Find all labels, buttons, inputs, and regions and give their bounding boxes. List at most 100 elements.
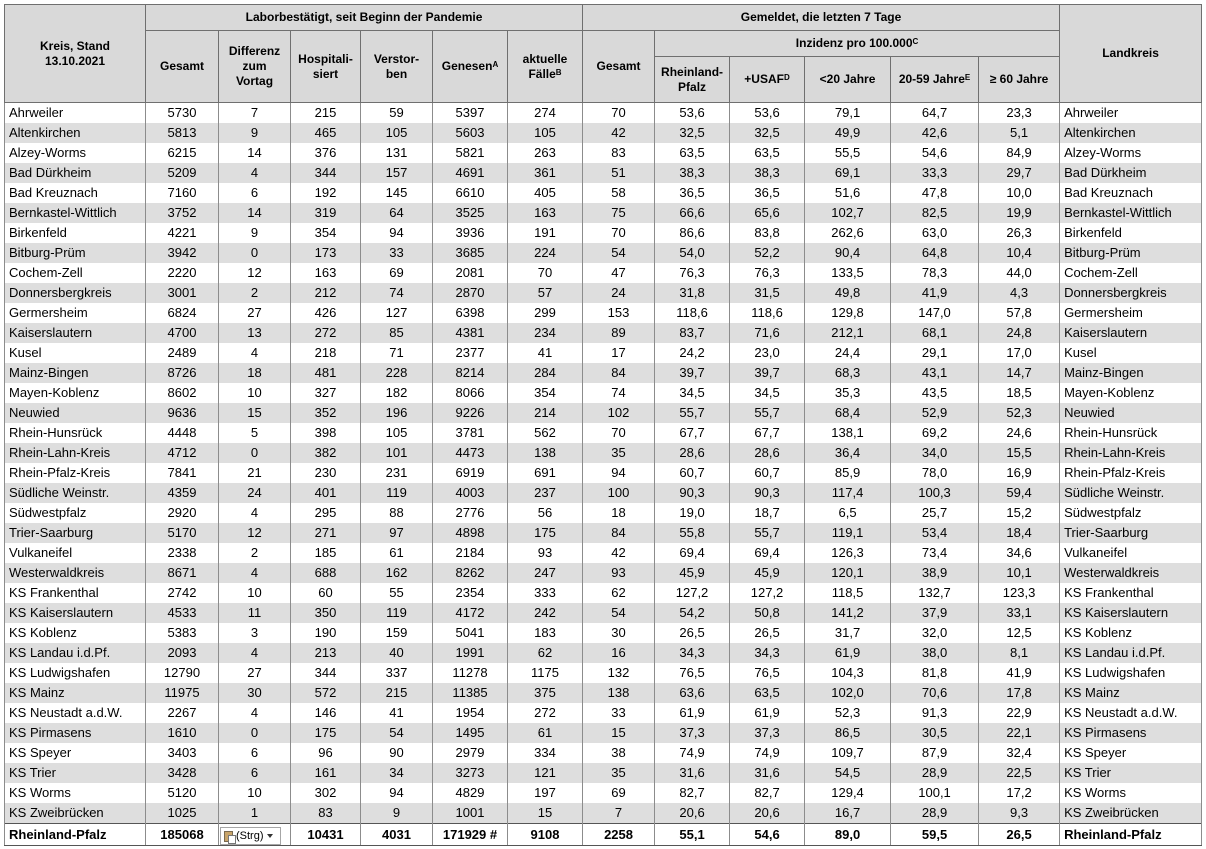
cell: 83	[582, 143, 656, 163]
cell: 18	[582, 503, 656, 523]
cell: 44,0	[978, 263, 1061, 283]
district-name: Germersheim	[1059, 303, 1203, 323]
cell: 26,5	[654, 623, 731, 643]
cell: 24,6	[978, 423, 1061, 443]
header-line: Kreis, Stand	[39, 38, 111, 53]
table-row: Kusel 2489 4 218 71 2377 41 17 24,2 23,0 24,4 29,1 1…	[4, 343, 1203, 363]
cell: 350	[290, 603, 361, 623]
cell: 55	[360, 583, 433, 603]
cell: 69	[582, 783, 656, 803]
cell: 32,5	[654, 123, 731, 143]
cell: 61	[360, 543, 433, 563]
table-row: Birkenfeld 4221 9 354 94 3936 191 70 86,6 83,8 262…	[4, 223, 1203, 243]
header-row: Kreis, Stand 13.10.2021 Laborbestätigt, se…	[4, 4, 1203, 103]
paste-options-button[interactable]: (Strg)	[220, 827, 281, 845]
district-name: Alzey-Worms	[1059, 143, 1203, 163]
cell: 33	[360, 243, 433, 263]
cell: 327	[290, 383, 361, 403]
table-row: Westerwaldkreis 8671 4 688 162 8262 247 93 45,9 4…	[4, 563, 1203, 583]
cell: 9226	[432, 403, 508, 423]
cell: 7841	[145, 463, 219, 483]
cell: 2081	[432, 263, 508, 283]
district-name: Bad Dürkheim	[1059, 163, 1203, 183]
cell: 67,7	[654, 423, 731, 443]
cell: 1001	[432, 803, 508, 824]
district-name: Rhein-Pfalz-Kreis	[1059, 463, 1203, 483]
district-name: Donnersbergkreis	[1059, 283, 1203, 303]
cell: 3403	[145, 743, 219, 763]
district-name: Rhein-Lahn-Kreis	[1059, 443, 1203, 463]
cell: 67,7	[729, 423, 806, 443]
cell: 5209	[145, 163, 219, 183]
cell: 45,9	[654, 563, 731, 583]
cell: 10	[218, 383, 291, 403]
district-name: KS Koblenz	[1059, 623, 1203, 643]
cell: 1954	[432, 703, 508, 723]
district-name: KS Ludwigshafen	[4, 663, 146, 683]
cell: 4	[218, 163, 291, 183]
cell: 3752	[145, 203, 219, 223]
cell: 34	[360, 763, 433, 783]
cell: 157	[360, 163, 433, 183]
cell: 14	[218, 203, 291, 223]
table-row: KS Worms 5120 10 302 94 4829 197 69 82,7 82,7 129,…	[4, 783, 1203, 803]
table-row: KS Frankenthal 2742 10 60 55 2354 333 62 127,2 12…	[4, 583, 1203, 603]
cell: 5	[218, 423, 291, 443]
column-header: Differenz zum Vortag	[218, 30, 291, 103]
cell: 17	[582, 343, 656, 363]
cell: 63,5	[729, 143, 806, 163]
header-line: Gesamt	[596, 59, 641, 73]
cell: 1610	[145, 723, 219, 743]
district-name: Westerwaldkreis	[1059, 563, 1203, 583]
cell: 4381	[432, 323, 508, 343]
cell: 272	[506, 703, 584, 723]
cell: 82,5	[890, 203, 980, 223]
district-name: Trier-Saarburg	[4, 523, 146, 543]
cell: 75	[582, 203, 656, 223]
header-line: 20-59 Jahre	[898, 72, 965, 86]
cell: 71,6	[729, 323, 806, 343]
district-name: KS Landau i.d.Pf.	[4, 643, 146, 663]
table-row: Bernkastel-Wittlich 3752 14 319 64 3525 163 75 6…	[4, 203, 1203, 223]
district-name: Südwestpfalz	[4, 503, 146, 523]
cell: 70	[582, 102, 656, 123]
cell: 2	[218, 543, 291, 563]
cell: 173	[290, 243, 361, 263]
cell: 61	[506, 723, 584, 743]
cell: 1	[218, 803, 291, 824]
table-row: Rheinland-Pfalz 185068 10431 4031 171929 #91…	[4, 823, 1203, 846]
cell: 231	[360, 463, 433, 483]
district-name: KS Trier	[1059, 763, 1203, 783]
cell: 3685	[432, 243, 508, 263]
cell: 39,7	[654, 363, 731, 383]
cell: 0	[218, 443, 291, 463]
column-header: ≥ 60 Jahre	[978, 56, 1061, 103]
district-name: Mainz-Bingen	[4, 363, 146, 383]
cell: 0	[218, 243, 291, 263]
cell: 10,4	[978, 243, 1061, 263]
cell: 36,5	[654, 183, 731, 203]
header-line: ben	[385, 66, 408, 81]
district-name: KS Zweibrücken	[4, 803, 146, 824]
cell: 7160	[145, 183, 219, 203]
cell: 90,3	[729, 483, 806, 503]
cell: 38,3	[654, 163, 731, 183]
cell: 55,1	[654, 823, 731, 846]
district-name: Rhein-Pfalz-Kreis	[4, 463, 146, 483]
cell: 215	[290, 102, 361, 123]
column-header: GenesenA	[432, 30, 508, 103]
cell: 12	[218, 523, 291, 543]
cell: 20,6	[654, 803, 731, 824]
cell: 68,4	[804, 403, 892, 423]
district-name: KS Kaiserslautern	[4, 603, 146, 623]
cell: 354	[290, 223, 361, 243]
cell: 4691	[432, 163, 508, 183]
district-name: Kusel	[1059, 343, 1203, 363]
district-name: KS Worms	[4, 783, 146, 803]
cell: 2184	[432, 543, 508, 563]
cell: 49,8	[804, 283, 892, 303]
cell: 22,1	[978, 723, 1061, 743]
cell: 63,0	[890, 223, 980, 243]
cell: 63,5	[654, 143, 731, 163]
cell: 32,0	[890, 623, 980, 643]
